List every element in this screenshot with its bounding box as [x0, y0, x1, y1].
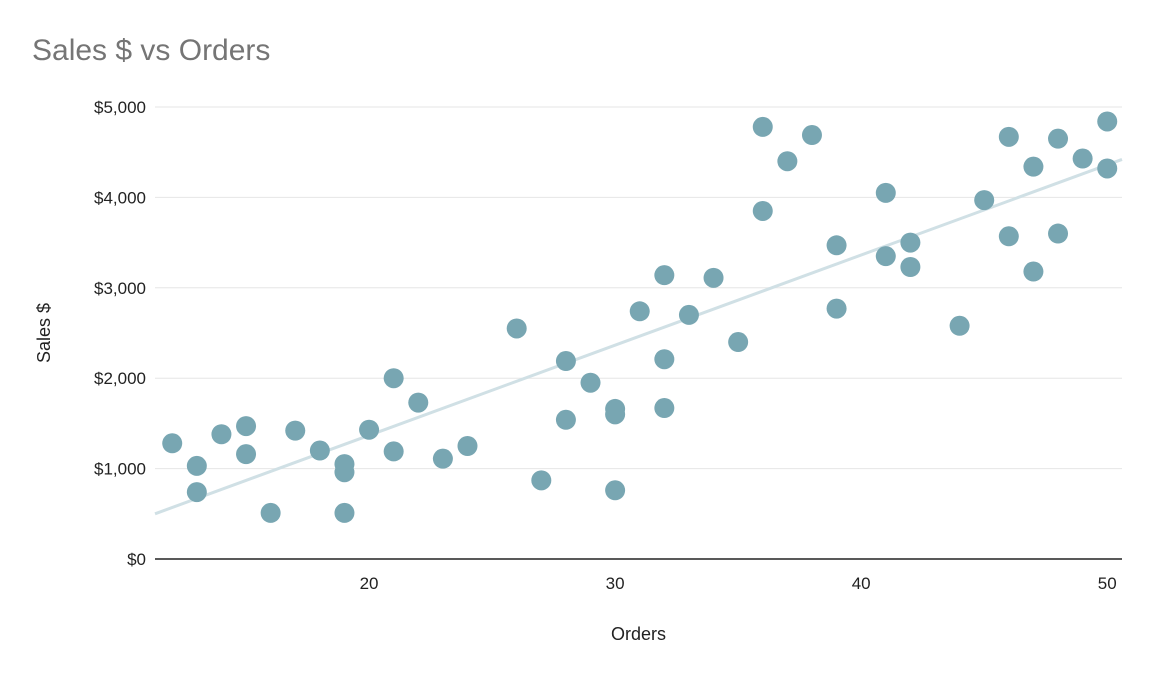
y-tick-label: $4,000 — [94, 188, 146, 207]
data-point — [334, 502, 355, 523]
data-point — [875, 182, 896, 203]
data-point — [826, 298, 847, 319]
data-point — [654, 349, 675, 370]
data-point — [974, 190, 995, 211]
data-point — [777, 151, 798, 172]
data-point — [900, 232, 921, 253]
data-point — [949, 315, 970, 336]
data-point — [1048, 128, 1069, 149]
data-point — [162, 433, 183, 454]
y-tick-label: $2,000 — [94, 369, 146, 388]
data-point — [703, 267, 724, 288]
x-axis-title: Orders — [611, 624, 666, 644]
trendline — [154, 158, 1123, 516]
data-point — [555, 351, 576, 372]
data-point — [383, 441, 404, 462]
y-tick-label: $1,000 — [94, 460, 146, 479]
data-point — [1023, 261, 1044, 282]
chart-title: Sales $ vs Orders — [32, 34, 271, 67]
data-point — [309, 440, 330, 461]
y-tick-label: $3,000 — [94, 279, 146, 298]
data-point — [605, 480, 626, 501]
data-point — [998, 126, 1019, 147]
y-axis-title: Sales $ — [34, 303, 54, 363]
data-point — [186, 455, 207, 476]
data-point — [1097, 111, 1118, 132]
data-point — [383, 368, 404, 389]
data-point — [457, 436, 478, 456]
x-axis-ticks: 20 30 40 50 — [360, 574, 1117, 593]
y-axis-ticks: $0 $1,000 $2,000 $3,000 $4,000 $5,000 — [94, 98, 146, 569]
data-point — [236, 416, 257, 437]
data-point — [408, 392, 429, 413]
data-point — [580, 372, 601, 393]
data-point — [605, 404, 626, 425]
gridlines — [155, 106, 1122, 470]
x-tick-label: 20 — [360, 574, 379, 593]
y-tick-label: $0 — [127, 550, 146, 569]
data-point — [629, 301, 650, 322]
data-point — [900, 257, 921, 278]
data-point — [506, 318, 527, 339]
data-point — [531, 470, 552, 491]
data-point — [752, 116, 773, 137]
data-point — [211, 424, 232, 445]
data-point — [359, 419, 380, 440]
data-point — [678, 304, 699, 325]
data-point — [875, 246, 896, 267]
x-tick-label: 50 — [1098, 574, 1117, 593]
x-tick-label: 40 — [852, 574, 871, 593]
data-point — [186, 482, 207, 503]
x-tick-label: 30 — [606, 574, 625, 593]
data-point — [654, 398, 675, 419]
data-point — [1097, 158, 1118, 179]
data-point — [334, 462, 355, 483]
data-point — [555, 409, 576, 430]
data-point — [432, 448, 453, 469]
data-point — [728, 332, 749, 353]
data-point — [236, 444, 257, 465]
data-point — [801, 125, 822, 146]
data-point — [260, 502, 281, 523]
data-point — [1023, 156, 1044, 177]
data-point — [826, 235, 847, 256]
y-tick-label: $5,000 — [94, 98, 146, 117]
data-point — [654, 265, 675, 286]
data-point — [285, 420, 306, 441]
data-point — [1072, 148, 1093, 169]
data-point — [1048, 223, 1069, 244]
data-point — [752, 200, 773, 221]
data-point — [998, 226, 1019, 247]
data-points — [162, 111, 1118, 523]
